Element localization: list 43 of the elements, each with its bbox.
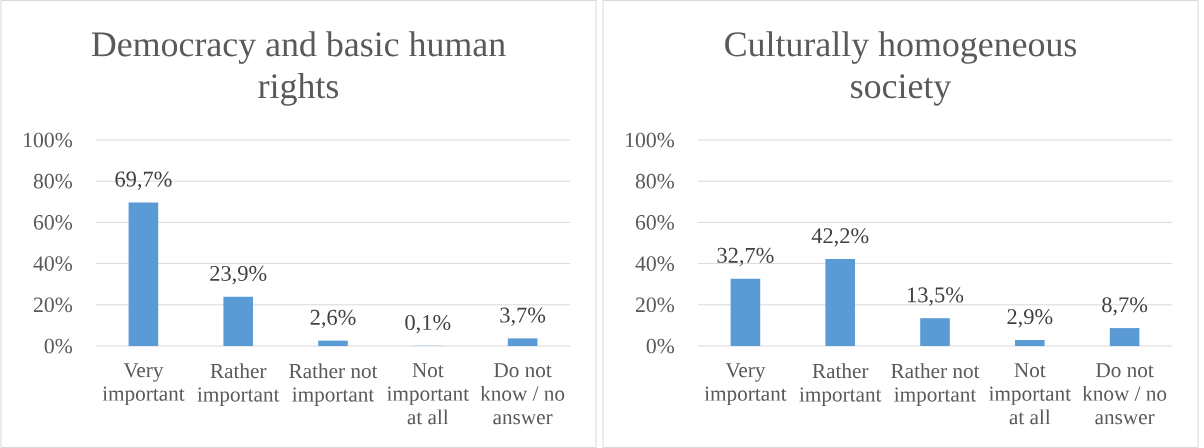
- y-tick-label: 20%: [635, 297, 675, 313]
- bar: [1015, 340, 1045, 346]
- x-tick-label: Very important: [102, 363, 185, 406]
- data-label: 42,2%: [811, 228, 869, 247]
- y-tick-label: 60%: [33, 215, 73, 230]
- data-label: 3,7%: [500, 307, 546, 326]
- bar: [318, 340, 348, 346]
- x-tick-label: Not important at all: [387, 363, 469, 425]
- data-label: 69,7%: [115, 171, 172, 190]
- y-tick-label: 0%: [44, 338, 73, 354]
- bar: [730, 278, 761, 346]
- y-tick-label: 80%: [33, 173, 73, 189]
- chart-title: Democracy and basic human rights: [91, 31, 506, 106]
- x-tick-label: Do not know / no answer: [480, 363, 565, 425]
- x-tick-label: Not important at all: [989, 363, 1071, 425]
- bar: [223, 296, 253, 346]
- x-tick-label: Do not know / no answer: [1082, 363, 1167, 425]
- chart-title: Culturally homogeneous society: [725, 31, 1077, 106]
- bar: [825, 259, 856, 346]
- y-tick-label: 100%: [24, 132, 73, 148]
- y-tick-label: 100%: [626, 132, 675, 148]
- data-label: 2,6%: [310, 309, 356, 329]
- y-tick-label: 80%: [635, 173, 675, 189]
- data-label: 0,1%: [405, 314, 451, 334]
- data-label: 2,9%: [1007, 309, 1053, 328]
- y-tick-label: 40%: [33, 256, 73, 271]
- bar: [128, 202, 159, 346]
- x-tick-label: Very important: [704, 363, 787, 406]
- x-tick-label: Rather not important: [891, 363, 980, 406]
- x-tick-label: Rather not important: [289, 363, 378, 406]
- x-tick-label: Rather important: [799, 363, 882, 406]
- data-label: 32,7%: [717, 247, 774, 267]
- y-tick-label: 20%: [33, 297, 73, 313]
- data-label: 8,7%: [1102, 297, 1148, 316]
- bar: [1109, 328, 1140, 346]
- data-label: 23,9%: [210, 265, 267, 285]
- bar: [507, 338, 538, 346]
- y-tick-label: 0%: [646, 338, 675, 354]
- x-tick-label: Rather important: [197, 363, 280, 406]
- data-label: 13,5%: [908, 287, 964, 306]
- bar: [920, 318, 950, 346]
- y-tick-label: 60%: [635, 215, 675, 230]
- y-tick-label: 40%: [635, 256, 675, 271]
